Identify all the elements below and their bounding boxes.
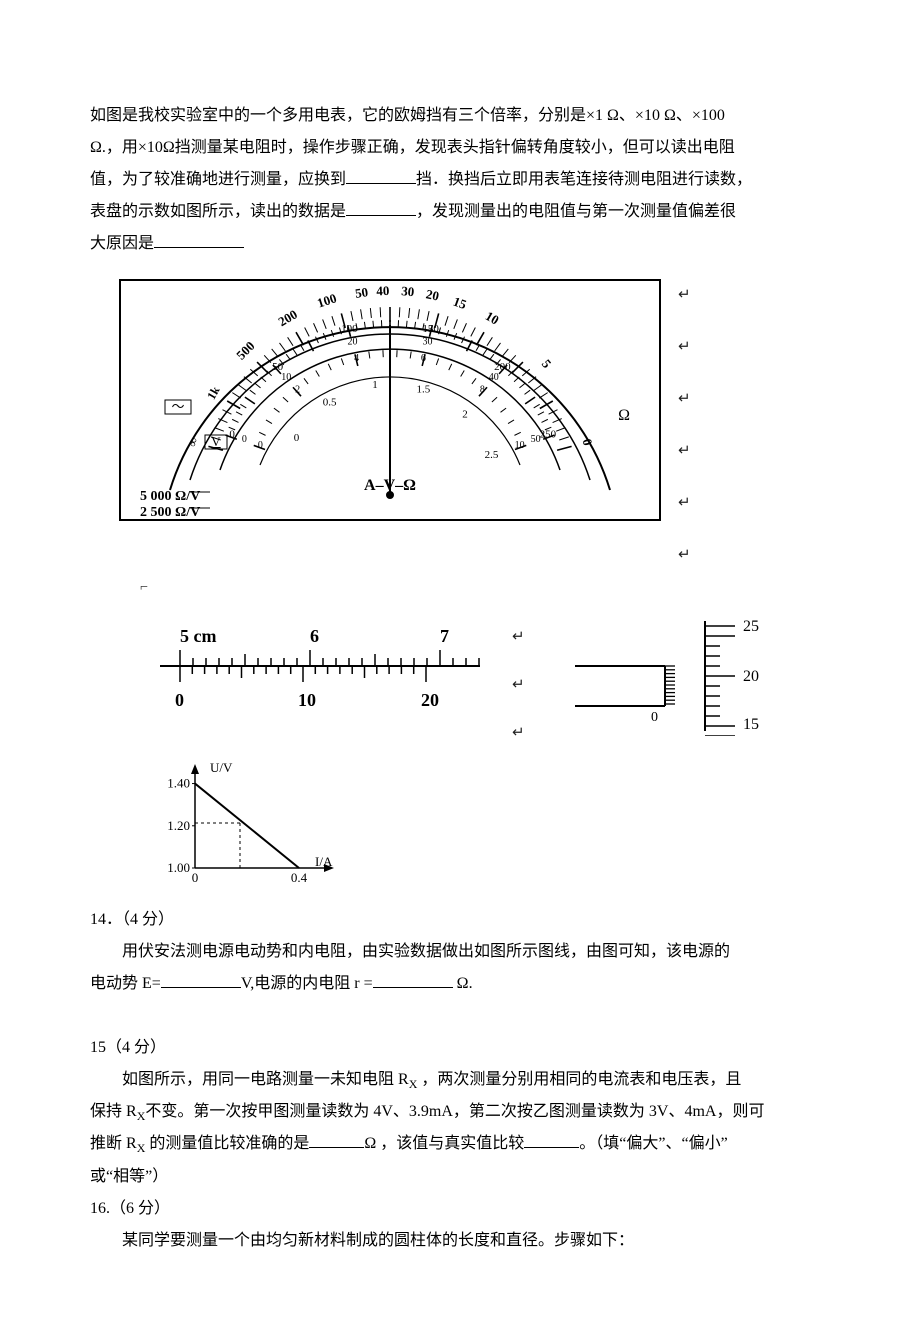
- svg-text:2 500 Ω/V: 2 500 Ω/V: [140, 505, 200, 520]
- q16-num: 16.（6 分）: [90, 1200, 170, 1217]
- svg-text:40: 40: [376, 283, 390, 298]
- enter-mark: ↵: [678, 488, 691, 518]
- svg-text:U/V: U/V: [210, 760, 233, 775]
- q15-l1: 如图所示，用同一电路测量一未知电阻 R: [122, 1071, 409, 1088]
- q14-dot: .: [469, 975, 473, 992]
- intro-l5a: 大原因是: [90, 235, 154, 252]
- q15-l4: 或“相等”）: [90, 1168, 168, 1185]
- svg-text:0: 0: [242, 434, 247, 445]
- q14-omega: Ω: [457, 975, 469, 992]
- enter-mark: ↵: [678, 384, 691, 414]
- q15-l3c: Ω ，该值与真实值比较: [364, 1135, 524, 1152]
- blank-reading: [346, 199, 416, 216]
- svg-text:50: 50: [354, 284, 369, 301]
- stray-mark: ⌐: [140, 574, 830, 602]
- omega3: Ω: [90, 139, 102, 156]
- blank-reason: [154, 231, 244, 248]
- enter-mark: ↵: [678, 436, 691, 466]
- svg-text:10: 10: [298, 690, 316, 710]
- svg-text:20: 20: [348, 337, 358, 348]
- enter-mark: ↵: [678, 332, 691, 362]
- svg-text:5 cm: 5 cm: [180, 626, 216, 646]
- q15-l2a: 保持 R: [90, 1103, 137, 1120]
- q14-l1: 用伏安法测电源电动势和内电阻，由实验数据做出如图所示图线，由图可知，该电源的: [122, 943, 730, 960]
- uv-graph: 1.40 1.20 1.00 0 0.4 U/V I/A: [140, 758, 350, 888]
- q16-l1: 某同学要测量一个由均匀新材料制成的圆柱体的长度和直径。步骤如下：: [122, 1232, 634, 1249]
- svg-text:50: 50: [531, 434, 541, 445]
- intro-l3a: 值，为了较准确地进行测量，应换到: [90, 171, 346, 188]
- intro-l1a: 如图是我校实验室中的一个多用电表，它的欧姆挡有三个倍率，分别是×1: [90, 107, 607, 124]
- q14-num: 14．（4 分）: [90, 911, 174, 928]
- intro-l4a: 表盘的示数如图所示，读出的数据是: [90, 203, 346, 220]
- omega1: Ω: [607, 107, 619, 124]
- svg-text:30: 30: [401, 283, 415, 299]
- q14-l2b: V,电源的内电阻 r =: [241, 975, 373, 992]
- svg-text:25: 25: [743, 618, 759, 635]
- q15-l3b: 的测量值比较准确的是: [145, 1135, 309, 1152]
- svg-text:2: 2: [462, 408, 468, 420]
- blank-range: [346, 167, 416, 184]
- svg-text:V: V: [211, 434, 221, 449]
- svg-text:7: 7: [440, 626, 449, 646]
- svg-text:〜: 〜: [171, 399, 184, 414]
- vertical-vernier: 25 20 15 0: [555, 616, 765, 736]
- svg-text:6: 6: [310, 626, 319, 646]
- svg-text:1.5: 1.5: [416, 383, 430, 395]
- enter-marks-col: ↵ ↵ ↵ ↵ ↵ ↵: [678, 270, 691, 570]
- enter-mark: ↵: [678, 280, 691, 310]
- svg-text:1: 1: [372, 379, 378, 391]
- intro-l3b: 挡．换挡后立即用表笔连接待测电阻进行读数，: [416, 171, 752, 188]
- svg-text:0.4: 0.4: [291, 870, 308, 885]
- svg-text:30: 30: [422, 337, 432, 348]
- svg-text:15: 15: [743, 716, 759, 733]
- q15-l2b: 不变。第一次按甲图测量读数为 4V、3.9mA，第二次按乙图测量读数为 3V、4…: [145, 1103, 764, 1120]
- svg-text:0: 0: [175, 690, 184, 710]
- svg-text:1.40: 1.40: [167, 776, 190, 791]
- svg-text:5 000 Ω/V: 5 000 Ω/V: [140, 489, 200, 504]
- svg-text:0: 0: [192, 870, 199, 885]
- enter-mark: ↵: [678, 540, 691, 570]
- multimeter-dial: ∞1k50020010050403020151050 0501001502002…: [110, 270, 670, 530]
- q15-num: 15（4 分）: [90, 1039, 166, 1056]
- enter-marks-col2: ↵ ↵ ↵: [512, 616, 525, 748]
- omega2: Ω: [664, 107, 676, 124]
- svg-text:1.00: 1.00: [167, 860, 190, 875]
- intro-l1b: 、×10: [619, 107, 664, 124]
- q15-l3a: 推断 R: [90, 1135, 137, 1152]
- enter-mark: ↵: [512, 670, 525, 700]
- svg-text:40: 40: [489, 372, 499, 383]
- q14-l2a: 电动势 E=: [90, 975, 161, 992]
- blank-emf: [161, 971, 241, 988]
- q15-l1b: ，两次测量分别用相同的电流表和电压表，且: [417, 1071, 741, 1088]
- svg-text:20: 20: [421, 690, 439, 710]
- enter-mark: ↵: [512, 622, 525, 652]
- intro-l4b: ，发现测量出的电阻值与第一次测量值偏差很: [416, 203, 736, 220]
- blank-rx: [309, 1131, 364, 1148]
- intro-l2: ，用×10Ω挡测量某电阻时，操作步骤正确，发现表头指针偏转角度较小，但可以读出电…: [106, 139, 735, 156]
- svg-text:10: 10: [281, 372, 291, 383]
- svg-text:0.5: 0.5: [323, 396, 337, 408]
- svg-text:0: 0: [294, 432, 300, 444]
- svg-text:Ω: Ω: [618, 407, 630, 424]
- svg-text:0: 0: [651, 710, 658, 725]
- svg-text:20: 20: [743, 668, 759, 685]
- enter-mark: ↵: [512, 718, 525, 748]
- svg-text:I/A: I/A: [315, 854, 333, 869]
- svg-text:2.5: 2.5: [485, 449, 499, 461]
- blank-cmp: [524, 1131, 579, 1148]
- q15-l3d: 。（填“偏大”、“偏小”: [579, 1135, 727, 1152]
- blank-r: [373, 971, 453, 988]
- svg-text:1.20: 1.20: [167, 818, 190, 833]
- ruler-figure: 5 cm 6 7 0 10 20: [140, 616, 500, 726]
- intro-l1c: 、×100: [676, 107, 725, 124]
